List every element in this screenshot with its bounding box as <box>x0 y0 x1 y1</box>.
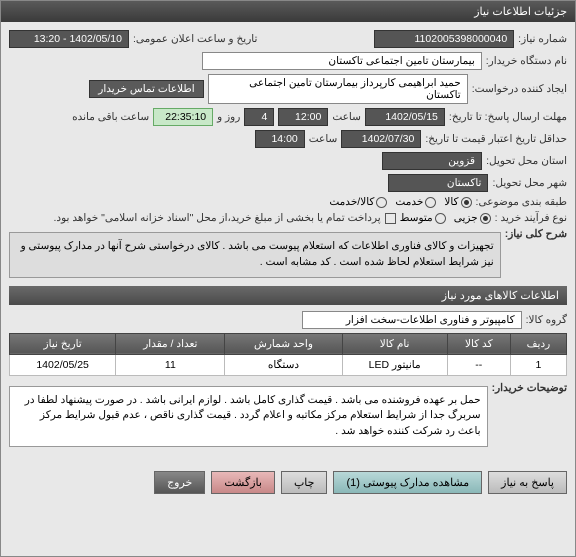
remaining-field: 22:35:10 <box>153 108 213 126</box>
footer-buttons: پاسخ به نیاز مشاهده مدارک پیوستی (1) چاپ… <box>1 463 575 502</box>
radio-low-label: جزیی <box>454 212 478 224</box>
cell-unit: دستگاه <box>225 354 342 375</box>
radio-both-label: کالا/خدمت <box>329 196 374 208</box>
radio-goods-label: کالا <box>444 196 458 208</box>
radio-both[interactable] <box>376 197 387 208</box>
contact-button[interactable]: اطلاعات تماس خریدار <box>89 80 203 98</box>
th-code: کد کالا <box>447 333 510 354</box>
group-field: کامپیوتر و فناوری اطلاعات-سخت افزار <box>302 311 522 329</box>
credit-hour-field: 14:00 <box>255 130 305 148</box>
form-area: شماره نیاز: 1102005398000040 تاریخ و ساع… <box>1 22 575 463</box>
day-label: روز و <box>217 111 240 123</box>
payment-note: پرداخت تمام یا بخشی از مبلغ خرید،از محل … <box>54 212 381 224</box>
th-date: تاریخ نیاز <box>10 333 116 354</box>
announce-label: تاریخ و ساعت اعلان عمومی: <box>133 33 257 45</box>
remaining-label: ساعت باقی مانده <box>72 111 149 123</box>
credit-date-field: 1402/07/30 <box>341 130 421 148</box>
creator-label: ایجاد کننده درخواست: <box>472 83 567 95</box>
days-field: 4 <box>244 108 274 126</box>
category-radio-group: کالا خدمت کالا/خدمت <box>329 196 471 208</box>
creator-field: حمید ابراهیمی کارپرداز بیمارستان تامین ا… <box>208 74 468 104</box>
hour-label-2: ساعت <box>309 133 338 145</box>
radio-goods[interactable] <box>461 197 472 208</box>
radio-mid-label: متوسط <box>400 212 433 224</box>
th-qty: تعداد / مقدار <box>116 333 225 354</box>
buyer-notes-label: توضیحات خریدار: <box>492 382 567 394</box>
desc-box: تجهیزات و کالای فناوری اطلاعات که استعلا… <box>9 232 501 278</box>
items-table: ردیف کد کالا نام کالا واحد شمارش تعداد /… <box>9 333 567 376</box>
buyer-notes-box: حمل بر عهده فروشنده می باشد . قیمت گذاری… <box>9 386 488 447</box>
response-date-field: 1402/05/15 <box>365 108 445 126</box>
items-section-header: اطلاعات کالاهای مورد نیاز <box>9 286 567 305</box>
exit-button[interactable]: خروج <box>154 471 205 494</box>
desc-label: شرح کلی نیاز: <box>505 228 567 240</box>
radio-mid[interactable] <box>435 213 446 224</box>
hour-label-1: ساعت <box>332 111 361 123</box>
cell-row: 1 <box>510 354 566 375</box>
window-title: جزئیات اطلاعات نیاز <box>1 1 575 22</box>
response-hour-field: 12:00 <box>278 108 328 126</box>
city-label: شهر محل تحویل: <box>492 177 567 189</box>
response-label: مهلت ارسال پاسخ: تا تاریخ: <box>449 111 567 123</box>
table-row[interactable]: 1 -- مانیتور LED دستگاه 11 1402/05/25 <box>10 354 567 375</box>
cell-name: مانیتور LED <box>342 354 447 375</box>
need-number-label: شماره نیاز: <box>518 33 567 45</box>
process-label: نوع فرآیند خرید : <box>495 212 567 224</box>
city-field: تاکستان <box>388 174 488 192</box>
cell-qty: 11 <box>116 354 225 375</box>
announce-field: 1402/05/10 - 13:20 <box>9 30 129 48</box>
details-window: جزئیات اطلاعات نیاز شماره نیاز: 11020053… <box>0 0 576 557</box>
payment-checkbox[interactable] <box>385 213 396 224</box>
th-name: نام کالا <box>342 333 447 354</box>
need-number-field: 1102005398000040 <box>374 30 514 48</box>
buyer-label: نام دستگاه خریدار: <box>486 55 567 67</box>
province-label: استان محل تحویل: <box>486 155 567 167</box>
cell-code: -- <box>447 354 510 375</box>
radio-service[interactable] <box>425 197 436 208</box>
radio-low[interactable] <box>480 213 491 224</box>
back-button[interactable]: بازگشت <box>211 471 275 494</box>
cell-date: 1402/05/25 <box>10 354 116 375</box>
attachments-button[interactable]: مشاهده مدارک پیوستی (1) <box>333 471 482 494</box>
deadline-label: حداقل تاریخ اعتبار قیمت تا تاریخ: <box>425 133 567 145</box>
category-label: طبقه بندی موضوعی: <box>476 196 567 208</box>
buyer-field: بیمارستان تامین اجتماعی تاکستان <box>202 52 482 70</box>
province-field: قزوین <box>382 152 482 170</box>
radio-service-label: خدمت <box>395 196 423 208</box>
table-header-row: ردیف کد کالا نام کالا واحد شمارش تعداد /… <box>10 333 567 354</box>
group-label: گروه کالا: <box>526 314 567 326</box>
respond-button[interactable]: پاسخ به نیاز <box>488 471 567 494</box>
th-row: ردیف <box>510 333 566 354</box>
print-button[interactable]: چاپ <box>281 471 328 494</box>
th-unit: واحد شمارش <box>225 333 342 354</box>
process-radio-group: جزیی متوسط <box>400 212 491 224</box>
